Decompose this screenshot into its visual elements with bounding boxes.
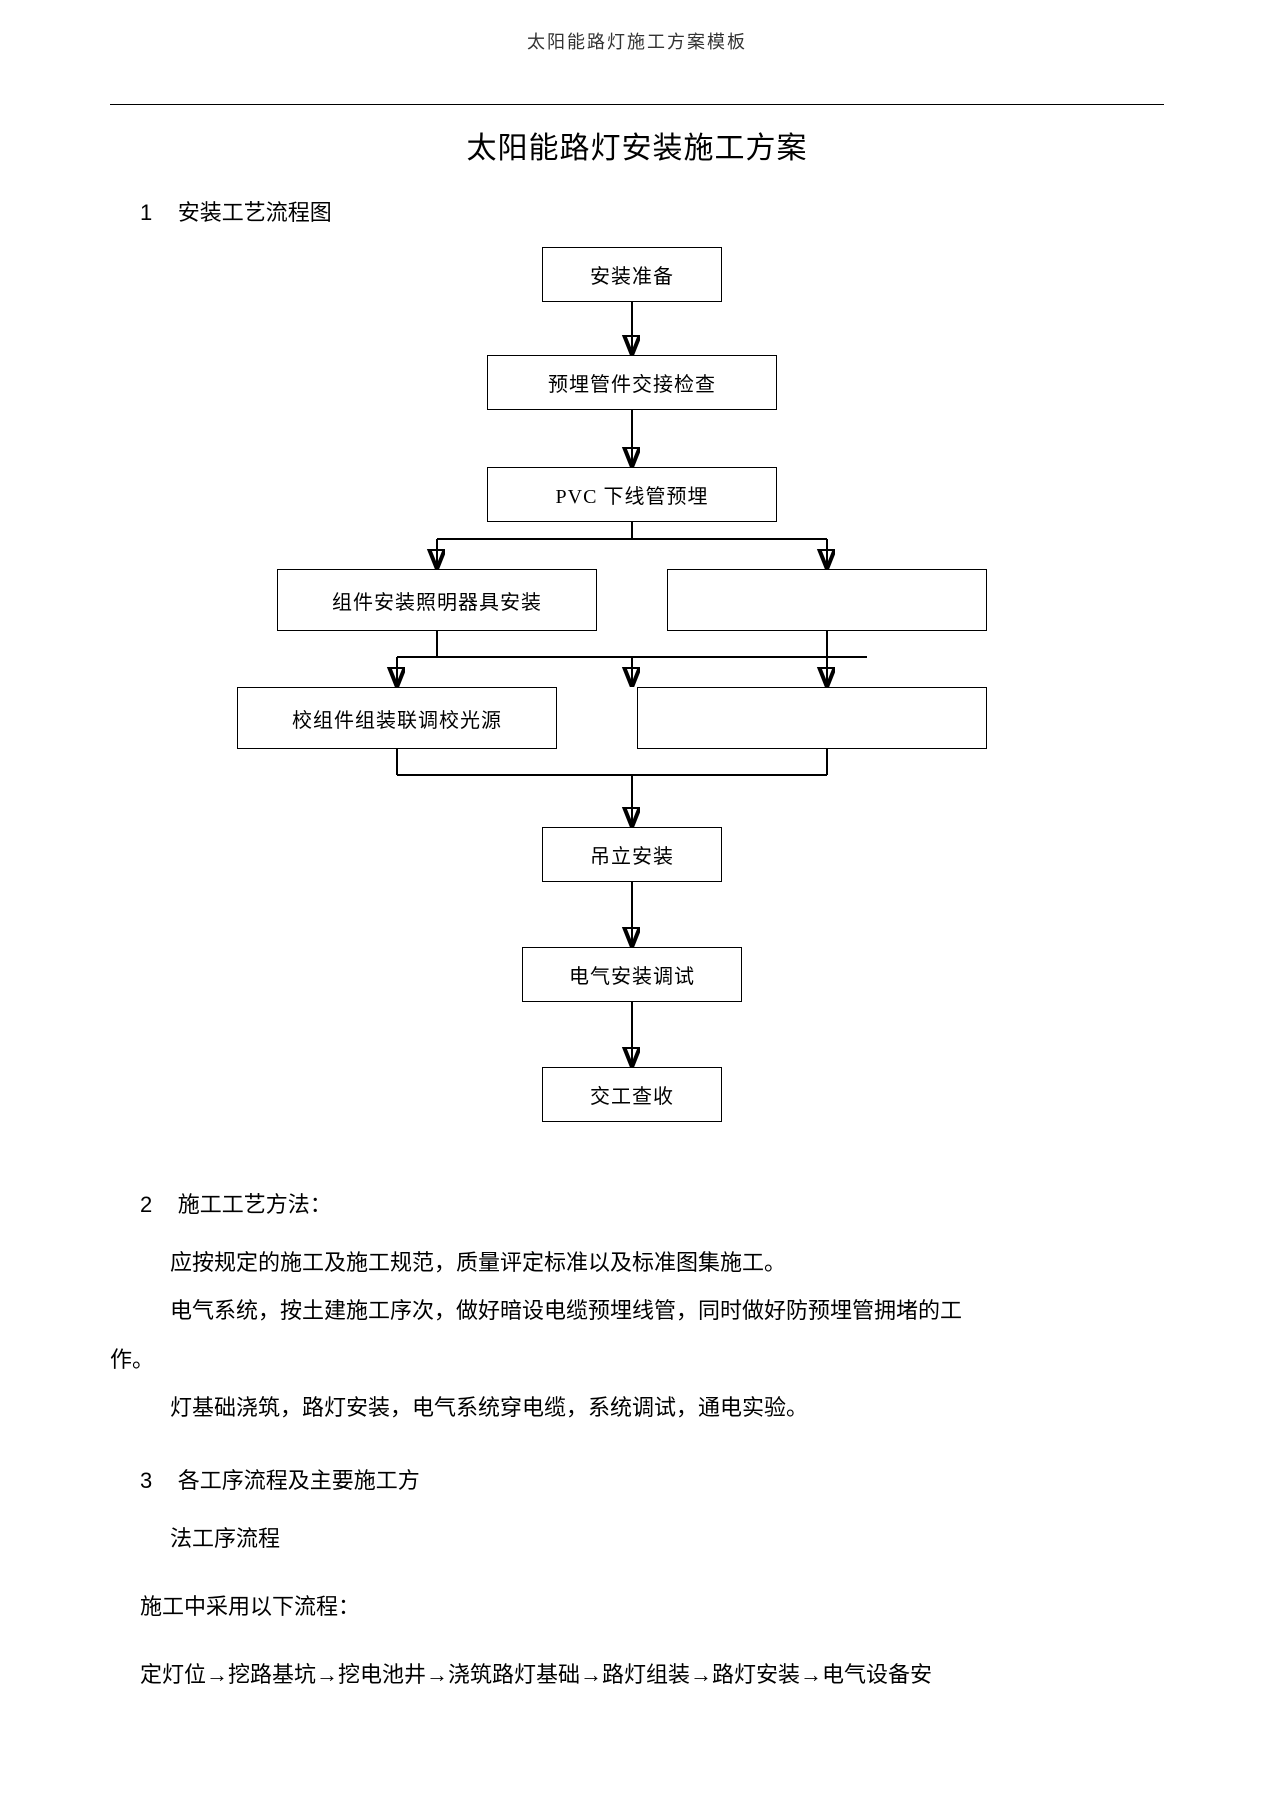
section-2-label: 施工工艺方法： bbox=[178, 1192, 332, 1217]
top-rule bbox=[110, 104, 1164, 105]
flowchart: 安装准备 预埋管件交接检查 PVC 下线管预埋 组件安装照明器具安装 校组件组装… bbox=[207, 247, 1067, 1147]
flow-node-assembly-right bbox=[667, 569, 987, 631]
section-2-p2: 电气系统，按土建施工序次，做好暗设电缆预埋线管，同时做好防预埋管拥堵的工 bbox=[110, 1287, 1164, 1335]
section-3-heading: 3 各工序流程及主要施工方 bbox=[110, 1463, 1164, 1495]
flow-node-label: 组件安装照明器具安装 bbox=[332, 586, 542, 615]
flow-node-hoist: 吊立安装 bbox=[542, 827, 722, 882]
flow-node-inspect: 预埋管件交接检查 bbox=[487, 355, 777, 410]
flow-node-calibrate-right bbox=[637, 687, 987, 749]
flow-node-electrical: 电气安装调试 bbox=[522, 947, 742, 1002]
section-2-p1: 应按规定的施工及施工规范，质量评定标准以及标准图集施工。 bbox=[110, 1239, 1164, 1287]
section-1-heading: 1 安装工艺流程图 bbox=[110, 195, 1164, 227]
page-header: 太阳能路灯施工方案模板 bbox=[0, 0, 1274, 54]
flow-node-accept: 交工查收 bbox=[542, 1067, 722, 1122]
section-3-label2: 法工序流程 bbox=[110, 1515, 1164, 1563]
section-2-p3: 灯基础浇筑，路灯安装，电气系统穿电缆，系统调试，通电实验。 bbox=[110, 1384, 1164, 1432]
flow-node-label: 吊立安装 bbox=[590, 840, 674, 869]
section-2-num: 2 bbox=[140, 1192, 152, 1217]
content-area: 太阳能路灯安装施工方案 1 安装工艺流程图 bbox=[0, 54, 1274, 1740]
flow-node-label: 安装准备 bbox=[590, 260, 674, 289]
flow-node-label: 交工查收 bbox=[590, 1080, 674, 1109]
flow-node-label: 预埋管件交接检查 bbox=[548, 368, 716, 397]
flow-node-assembly-left: 组件安装照明器具安装 bbox=[277, 569, 597, 631]
flow-node-label: 校组件组装联调校光源 bbox=[292, 704, 502, 733]
document-title: 太阳能路灯安装施工方案 bbox=[110, 123, 1164, 167]
flow-node-prepare: 安装准备 bbox=[542, 247, 722, 302]
section-1-num: 1 bbox=[140, 200, 152, 225]
section-2-heading: 2 施工工艺方法： bbox=[110, 1187, 1164, 1219]
section-2-p2b: 作。 bbox=[110, 1336, 1164, 1384]
section-3-label: 各工序流程及主要施工方 bbox=[178, 1468, 420, 1493]
flow-node-label: 电气安装调试 bbox=[569, 960, 695, 989]
section-1-label: 安装工艺流程图 bbox=[178, 200, 332, 225]
flow-node-calibrate-left: 校组件组装联调校光源 bbox=[237, 687, 557, 749]
section-3-p2: 定灯位→挖路基坑→挖电池井→浇筑路灯基础→路灯组装→路灯安装→电气设备安 bbox=[110, 1651, 1164, 1699]
flow-node-pvc: PVC 下线管预埋 bbox=[487, 467, 777, 522]
flow-node-label: PVC 下线管预埋 bbox=[556, 480, 709, 509]
section-3-p1: 施工中采用以下流程： bbox=[110, 1583, 1164, 1631]
section-3-num: 3 bbox=[140, 1468, 152, 1493]
